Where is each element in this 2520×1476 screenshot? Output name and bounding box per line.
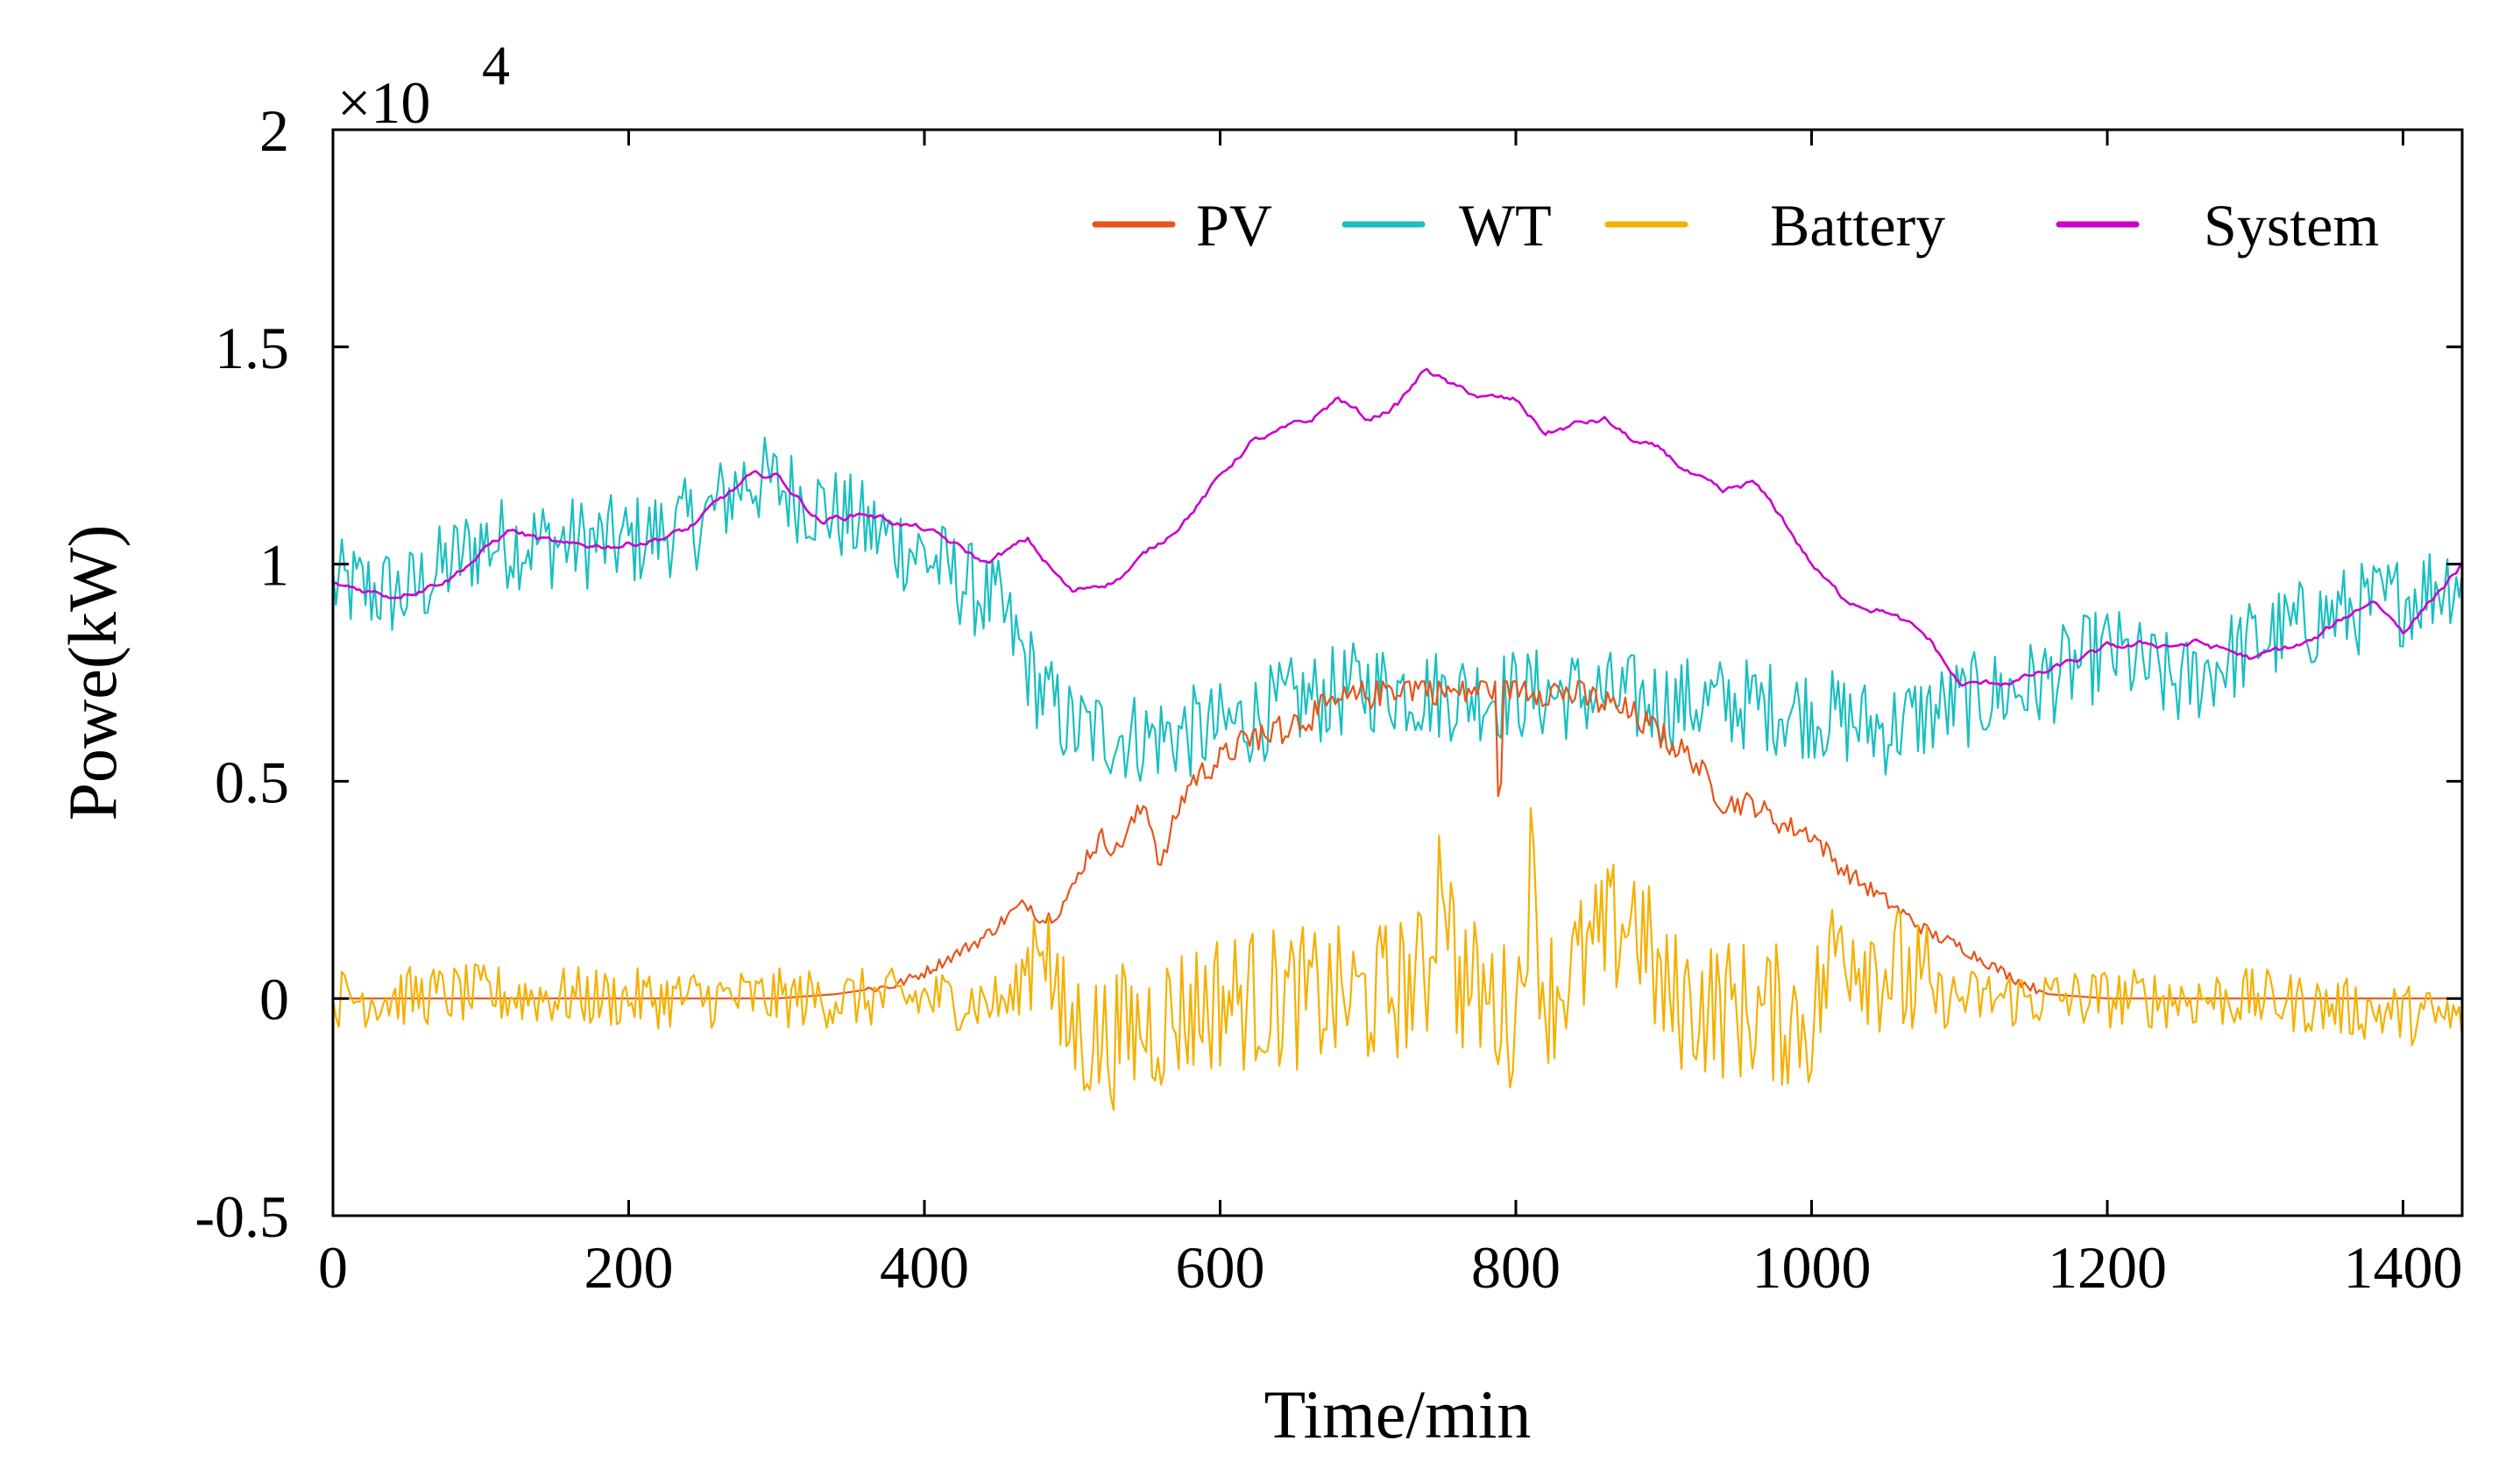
- series-line-wt: [331, 436, 2464, 783]
- y-multiplier: ×10 4: [337, 34, 510, 136]
- x-tick-label: 200: [584, 1234, 674, 1301]
- y-axis-title: Powe(kW): [54, 525, 131, 821]
- x-tick-label: 0: [318, 1234, 348, 1301]
- y-tick-label: 0: [259, 966, 289, 1032]
- x-tick-label: 400: [880, 1234, 969, 1301]
- plot-frame: [331, 128, 2464, 1217]
- y-tick-label: -0.5: [195, 1183, 289, 1250]
- x-tick-label: 1000: [1752, 1234, 1872, 1301]
- series-line-system: [332, 367, 2464, 687]
- x-axis-title: Time/min: [1264, 1376, 1532, 1452]
- series-layer: [331, 367, 2464, 1111]
- x-tick-label: 600: [1176, 1234, 1265, 1301]
- y-tick-label: 1.5: [215, 315, 289, 381]
- series-line-pv: [333, 680, 2462, 1000]
- legend-label-wt: WT: [1459, 192, 1552, 259]
- tick-layer: 0 200 400 600 800 1000 1200 1400 -0.5 0 0.5 1 1.5 2: [195, 97, 2462, 1301]
- x-tick-label: 1400: [2344, 1234, 2463, 1301]
- x-tick-label: 1200: [2048, 1234, 2167, 1301]
- y-tick-label: 1: [259, 532, 289, 599]
- x-tick-label: 800: [1471, 1234, 1561, 1301]
- legend-label-battery: Battery: [1770, 192, 1945, 259]
- y-tick-label: 2: [259, 97, 289, 164]
- y-multiplier-exponent: 4: [482, 34, 510, 96]
- legend-label-system: System: [2204, 192, 2379, 259]
- series-line-battery: [331, 806, 2464, 1111]
- y-tick-label: 0.5: [215, 749, 289, 815]
- y-multiplier-base: ×10: [337, 69, 430, 136]
- legend-label-pv: PV: [1196, 192, 1272, 259]
- legend: PV WT Battery System: [1092, 192, 2379, 259]
